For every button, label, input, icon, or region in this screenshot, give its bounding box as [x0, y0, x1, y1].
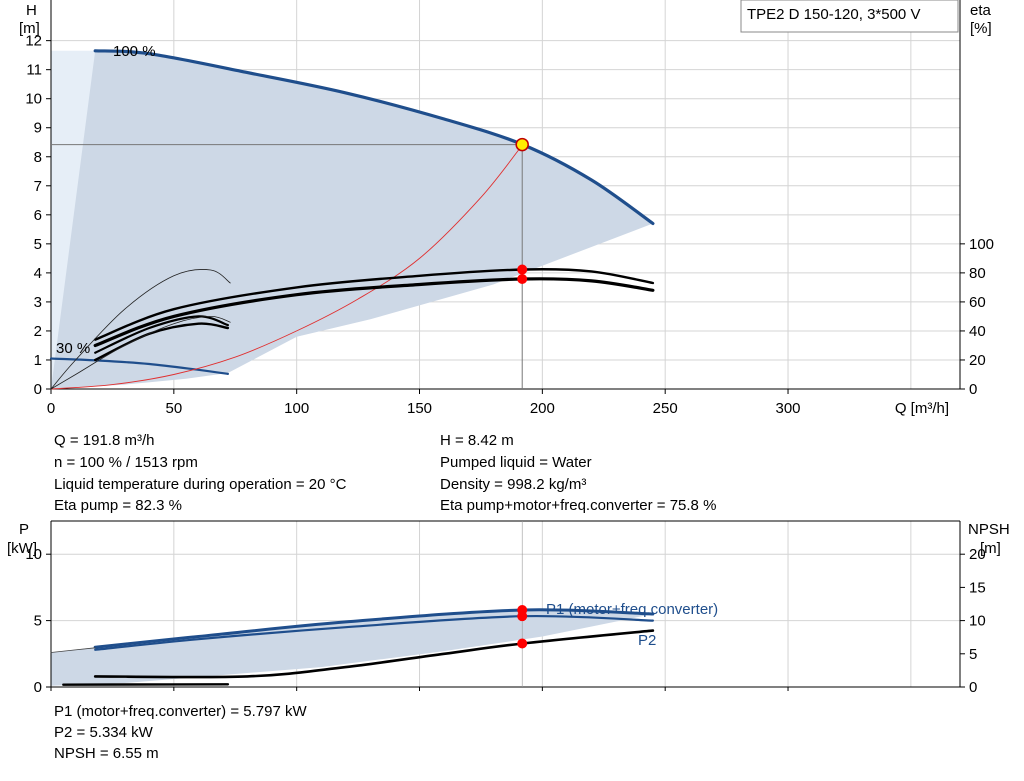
- y-axis-unit-right: [%]: [970, 20, 992, 37]
- info-p1: P1 (motor+freq.converter) = 5.797 kW: [54, 703, 307, 720]
- y-tick-label-left: 12: [25, 33, 42, 50]
- info-q: Q = 191.8 m³/h: [54, 432, 155, 449]
- info-p2: P2 = 5.334 kW: [54, 724, 153, 741]
- x-tick-label: 50: [165, 400, 182, 417]
- x-tick-label: 250: [653, 400, 678, 417]
- series-head-100: [93, 49, 655, 226]
- y-tick-label-left: 9: [34, 120, 42, 137]
- series-eta-pump-30: [94, 315, 229, 354]
- y-tick-label-right: 40: [969, 323, 986, 340]
- legend-p1: P1 (motor+freq.converter): [546, 601, 718, 618]
- y-tick-label-right: 100: [969, 236, 994, 253]
- y-tick-label-left: 2: [34, 323, 42, 340]
- y-axis-unit-left-bottom: [kW]: [7, 540, 37, 557]
- y-tick-label-right: 20: [969, 352, 986, 369]
- speed-label-100: 100 %: [113, 43, 156, 60]
- y-tick-label-right: 0: [969, 381, 977, 398]
- y-tick-label-left: 0: [34, 381, 42, 398]
- x-tick-label: 0: [47, 400, 55, 417]
- info-temperature: Liquid temperature during operation = 20…: [54, 476, 347, 493]
- title-box: [740, 0, 959, 33]
- info-h: H = 8.42 m: [440, 432, 514, 449]
- series-bottom-npsh-100: [93, 629, 655, 679]
- op-marker-eta-pump: [517, 264, 528, 275]
- y-tick-label-left-bottom: 10: [25, 546, 42, 563]
- y-tick-label-left: 8: [34, 149, 42, 166]
- x-axis-label: Q [m³/h]: [895, 400, 949, 417]
- series-system: [50, 144, 524, 390]
- y-axis-unit-left: [m]: [19, 20, 40, 37]
- series-eta-total-30: [94, 322, 230, 362]
- y-tick-label-left: 3: [34, 294, 42, 311]
- y-tick-label-left-bottom: 0: [34, 679, 42, 696]
- info-npsh: NPSH = 6.55 m: [54, 745, 159, 762]
- info-eta-pump: Eta pump = 82.3 %: [54, 497, 182, 514]
- y-tick-label-right-bottom: 5: [969, 646, 977, 663]
- y-tick-label-left: 11: [26, 62, 42, 79]
- operating-region: [51, 50, 653, 390]
- y-tick-label-left: 7: [34, 178, 42, 195]
- info-eta-total: Eta pump+motor+freq.converter = 75.8 %: [440, 497, 717, 514]
- op-marker-p2: [517, 611, 528, 622]
- x-tick-label: 150: [407, 400, 432, 417]
- series-bottom-p2: [94, 614, 654, 651]
- y-tick-label-right: 60: [969, 294, 986, 311]
- x-tick-label: 200: [530, 400, 555, 417]
- series-eta-thin-1: [50, 269, 231, 390]
- y-axis-label-right: eta: [970, 2, 992, 19]
- y-tick-label-right-bottom: 15: [969, 579, 986, 596]
- op-marker-head: [515, 137, 529, 152]
- y-tick-label-right-bottom: 0: [969, 679, 977, 696]
- y-axis-unit-right-bottom: [m]: [980, 540, 1001, 557]
- series-eta-total-100: [93, 277, 655, 348]
- op-marker-npsh: [517, 638, 528, 649]
- op-marker-eta-total: [517, 273, 528, 284]
- series-head-30: [49, 357, 229, 375]
- speed-label-30: 30 %: [56, 340, 90, 357]
- y-tick-label-right-bottom: 10: [969, 613, 986, 630]
- y-tick-label-left: 4: [34, 265, 42, 282]
- series-bottom-p1: [93, 608, 655, 649]
- y-tick-label-left: 5: [34, 236, 42, 253]
- y-tick-label-left: 6: [34, 207, 42, 224]
- series-bottom-p-thin: [50, 647, 96, 653]
- info-density: Density = 998.2 kg/m³: [440, 476, 587, 493]
- x-tick-label: 100: [284, 400, 309, 417]
- y-axis-label-left-bottom: P: [19, 521, 29, 538]
- operating-region-bottom: [51, 610, 653, 686]
- title-box-text: TPE2 D 150-120, 3*500 V: [747, 6, 920, 23]
- y-tick-label-right: 80: [969, 265, 986, 282]
- y-axis-label-left: H: [26, 2, 37, 19]
- y-tick-label-left: 10: [25, 91, 42, 108]
- series-eta-pump-100: [94, 267, 655, 341]
- legend-p2: P2: [638, 632, 656, 649]
- y-tick-label-right-bottom: 20: [969, 546, 986, 563]
- y-tick-label-left-bottom: 5: [34, 613, 42, 630]
- y-tick-label-left: 1: [34, 352, 42, 369]
- y-axis-label-right-bottom: NPSH: [968, 521, 1010, 538]
- info-pumped-liquid: Pumped liquid = Water: [440, 454, 592, 471]
- info-n: n = 100 % / 1513 rpm: [54, 454, 198, 471]
- x-tick-label: 300: [776, 400, 801, 417]
- series-eta-thin-2: [50, 315, 231, 390]
